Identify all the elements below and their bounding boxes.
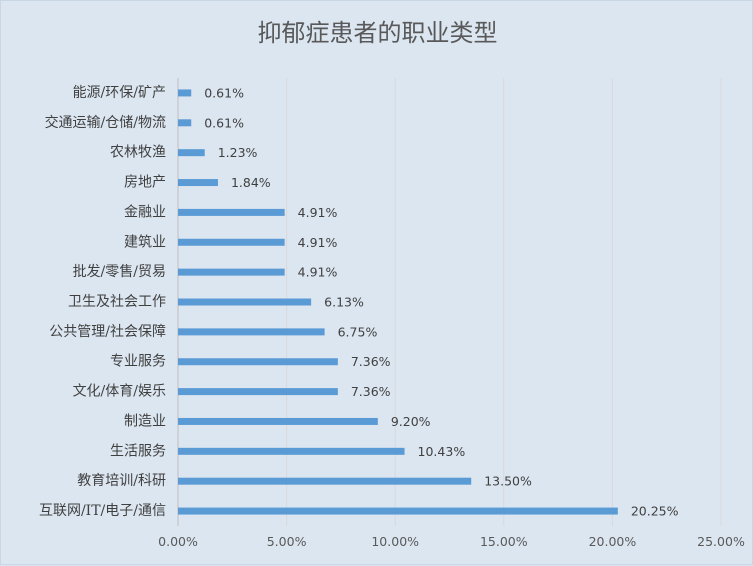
bar bbox=[178, 388, 338, 396]
data-label: 6.13% bbox=[324, 295, 364, 310]
category-label: 农林牧渔 bbox=[110, 145, 166, 161]
bar bbox=[178, 89, 192, 97]
category-label: 建筑业 bbox=[124, 234, 166, 250]
data-label: 1.84% bbox=[231, 175, 271, 190]
data-label: 0.61% bbox=[204, 115, 244, 130]
x-tick-label: 25.00% bbox=[697, 534, 745, 549]
bar bbox=[178, 507, 618, 515]
category-label: 生活服务 bbox=[110, 443, 166, 459]
bar bbox=[178, 477, 472, 485]
data-label: 7.36% bbox=[351, 384, 391, 399]
data-label: 4.91% bbox=[298, 265, 338, 280]
data-label: 13.50% bbox=[484, 474, 532, 489]
bar bbox=[178, 447, 405, 455]
category-label: 专业服务 bbox=[110, 354, 166, 370]
data-label: 7.36% bbox=[351, 354, 391, 369]
data-label: 9.20% bbox=[391, 414, 431, 429]
bar bbox=[178, 268, 285, 276]
category-label: 互联网/IT/电子/通信 bbox=[39, 503, 166, 519]
category-label: 教育培训/科研 bbox=[77, 473, 166, 489]
data-label: 0.61% bbox=[204, 85, 244, 100]
data-label: 10.43% bbox=[418, 444, 466, 459]
x-tick-label: 20.00% bbox=[589, 534, 637, 549]
bar bbox=[178, 119, 192, 127]
data-label: 20.25% bbox=[631, 504, 679, 519]
category-label: 金融业 bbox=[124, 204, 166, 220]
bar bbox=[178, 328, 325, 336]
category-label: 交通运输/仓储/物流 bbox=[45, 114, 166, 131]
data-label: 4.91% bbox=[298, 235, 338, 250]
x-tick-label: 10.00% bbox=[371, 534, 419, 549]
x-tick-label: 15.00% bbox=[480, 534, 528, 549]
data-label: 4.91% bbox=[298, 205, 338, 220]
bar bbox=[178, 358, 338, 366]
chart-title: 抑郁症患者的职业类型 bbox=[257, 19, 498, 47]
bar bbox=[178, 298, 312, 306]
category-label: 公共管理/社会保障 bbox=[49, 324, 166, 340]
bar bbox=[178, 208, 285, 216]
category-label: 房地产 bbox=[124, 175, 166, 191]
category-label: 能源/环保/矿产 bbox=[73, 85, 166, 101]
data-label: 6.75% bbox=[338, 324, 378, 339]
category-label: 卫生及社会工作 bbox=[68, 294, 166, 310]
data-label: 1.23% bbox=[218, 145, 258, 160]
category-label: 制造业 bbox=[124, 413, 166, 429]
bar bbox=[178, 417, 378, 425]
x-tick-label: 5.00% bbox=[267, 534, 307, 549]
bar bbox=[178, 238, 285, 246]
category-label: 批发/零售/贸易 bbox=[73, 264, 166, 280]
bar bbox=[178, 179, 218, 187]
bar bbox=[178, 149, 205, 157]
x-tick-label: 0.00% bbox=[158, 534, 198, 549]
category-label: 文化/体育/娱乐 bbox=[73, 384, 166, 400]
